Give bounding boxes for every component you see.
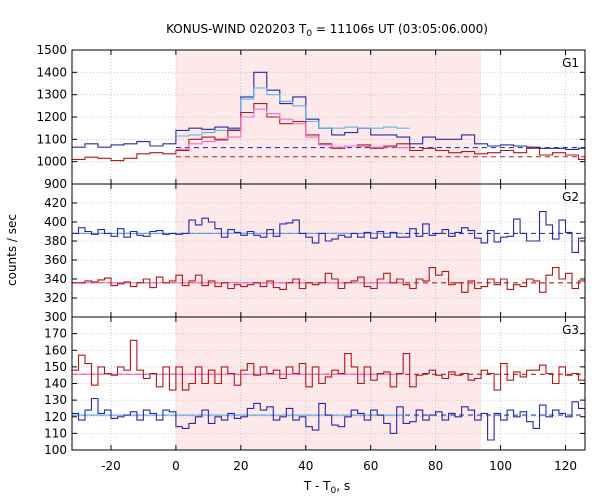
y-tick-label: 1200 (36, 110, 67, 124)
x-axis-label-main: T - T (303, 479, 331, 493)
series-blue-line (72, 397, 585, 441)
chart-title-subscript: 0 (306, 29, 312, 39)
plot-layer: 900100011001200130014001500G130032034036… (36, 43, 586, 473)
panel-label: G1 (562, 56, 579, 70)
x-tick-label: -20 (101, 459, 121, 473)
chart-title-main: KONUS-WIND 020203 T (166, 22, 307, 36)
panel-g1: 900 1000 1100 1200 1300 1400 1500 G1 (36, 43, 586, 191)
y-tick-label: 380 (44, 234, 67, 248)
series-pink-line (175, 108, 410, 150)
x-tick-label: 60 (363, 459, 378, 473)
y-tick-label: 160 (44, 343, 67, 357)
y-tick-label: 130 (44, 393, 67, 407)
chart-title-rest: = 11106s UT (03:05:06.000) (312, 22, 488, 36)
y-tick-label: 420 (44, 196, 67, 210)
x-tick-label: 120 (554, 459, 577, 473)
y-tick-label: 140 (44, 377, 67, 391)
chart-title: KONUS-WIND 020203 T0 = 11106s UT (03:05:… (166, 22, 488, 39)
panel-label: G2 (562, 190, 579, 204)
y-tick-label: 1000 (36, 155, 67, 169)
x-tick-label: 40 (298, 459, 313, 473)
series-red-line (72, 339, 585, 391)
x-tick-label: 100 (489, 459, 512, 473)
y-tick-label: 900 (44, 177, 67, 191)
y-tick-label: 340 (44, 272, 67, 286)
panel-g3: 100 110 120 130 140 150 160 170 G3 (44, 316, 586, 457)
shaded-interval (175, 50, 482, 450)
y-tick-label: 300 (44, 310, 67, 324)
x-tick-label: 0 (172, 459, 180, 473)
y-axis-label: counts / sec (5, 214, 19, 286)
x-axis-label-rest: , s (336, 479, 350, 493)
panel-label: G3 (562, 323, 579, 337)
x-tick-label: 80 (428, 459, 443, 473)
y-tick-label: 320 (44, 291, 67, 305)
y-tick-label: 360 (44, 253, 67, 267)
x-axis-label: T - T0, s (303, 479, 350, 496)
x-axis-label-subscript: 0 (331, 486, 337, 496)
series-blue-line (72, 211, 585, 253)
y-tick-label: 110 (44, 426, 67, 440)
x-tick-label: 20 (233, 459, 248, 473)
y-tick-label: 1300 (36, 88, 67, 102)
y-tick-label: 1100 (36, 132, 67, 146)
series-light_blue-line (175, 87, 410, 137)
series-red-line (72, 267, 585, 293)
y-tick-label: 1500 (36, 43, 67, 57)
y-tick-label: 400 (44, 215, 67, 229)
y-tick-label: 150 (44, 360, 67, 374)
y-tick-label: 170 (44, 327, 67, 341)
y-tick-label: 1400 (36, 65, 67, 79)
panel-g2: 300 320 340 360 380 400 420 G2 (44, 183, 586, 324)
y-tick-label: 100 (44, 443, 67, 457)
y-tick-label: 120 (44, 410, 67, 424)
